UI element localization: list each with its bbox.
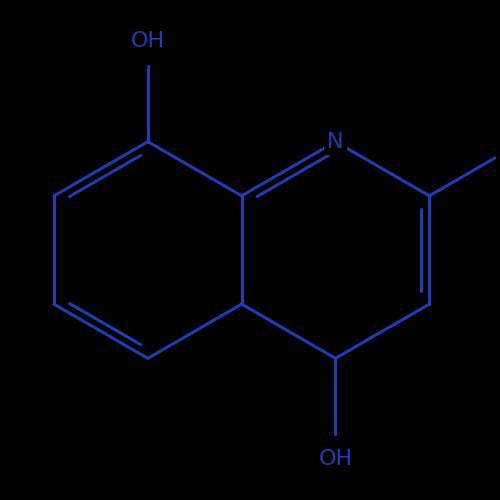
Text: N: N — [327, 132, 344, 152]
Text: OH: OH — [318, 449, 352, 469]
Text: OH: OH — [131, 31, 165, 51]
